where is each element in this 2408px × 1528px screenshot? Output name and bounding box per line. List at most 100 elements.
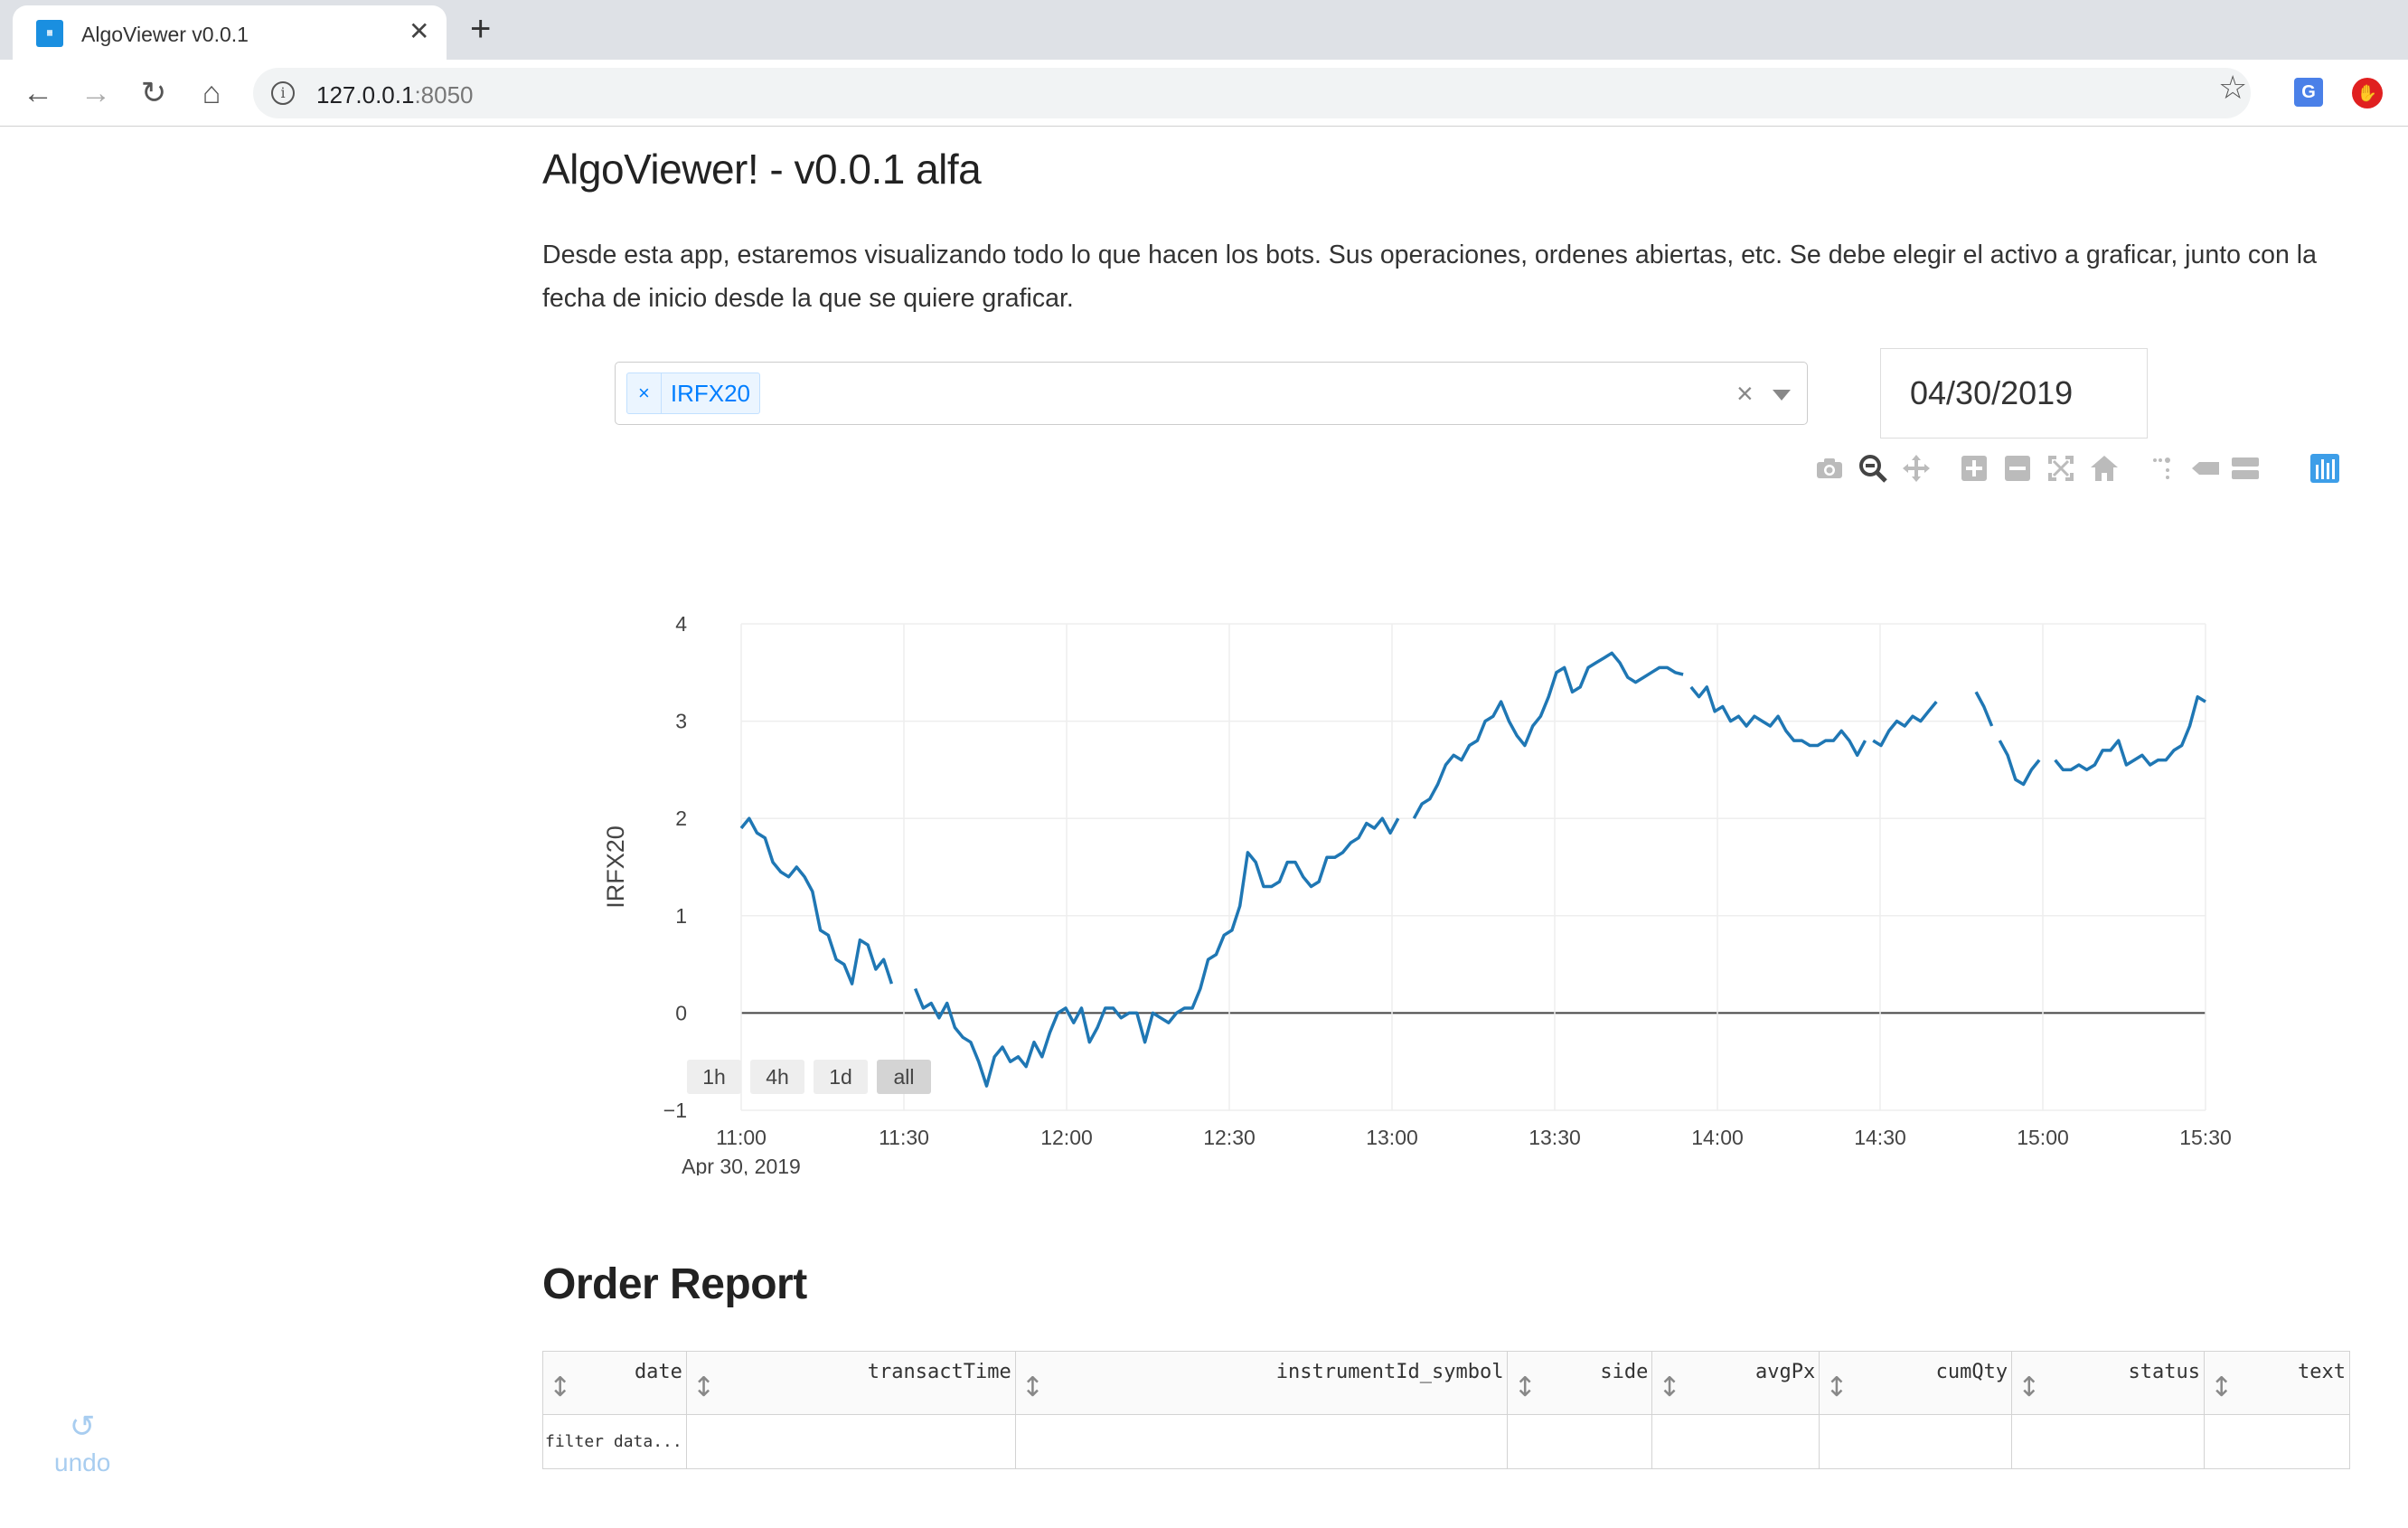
plotly-logo-icon[interactable] bbox=[2309, 452, 2341, 485]
url-text: 127.0.0.1:8050 bbox=[316, 81, 474, 108]
start-date-picker[interactable]: 04/30/2019 bbox=[1880, 348, 2148, 439]
reload-icon[interactable]: ↻ bbox=[140, 76, 167, 110]
new-tab-icon[interactable]: + bbox=[470, 9, 492, 49]
range-button-label[interactable]: 1h bbox=[702, 1065, 726, 1089]
camera-icon[interactable] bbox=[1813, 452, 1846, 485]
range-button-label[interactable]: 4h bbox=[766, 1065, 789, 1089]
zoom-out-icon[interactable] bbox=[2001, 452, 2034, 485]
zoom-in-icon[interactable] bbox=[1958, 452, 1990, 485]
app-favicon-icon: ▦ bbox=[36, 20, 63, 47]
order-report-table: ↕ date ↕ transactTime ↕ instrumentId_symbol… bbox=[542, 1351, 2350, 1469]
undo-icon: ↺ bbox=[69, 1410, 96, 1444]
y-tick-label: 2 bbox=[675, 806, 687, 830]
site-info-icon[interactable]: i bbox=[271, 81, 295, 105]
close-tab-icon[interactable]: ✕ bbox=[409, 17, 430, 45]
range-button-all[interactable]: all bbox=[877, 1060, 931, 1094]
bookmark-star-icon[interactable]: ☆ bbox=[2218, 69, 2248, 106]
column-header-status[interactable]: ↕ status bbox=[2011, 1351, 2206, 1415]
remove-chip-icon[interactable]: × bbox=[627, 373, 662, 413]
series-line-segment bbox=[1689, 685, 1867, 758]
y-axis-title: IRFX20 bbox=[602, 825, 629, 909]
sort-icon[interactable]: ↕ bbox=[2018, 1372, 2041, 1403]
y-tick-label: 3 bbox=[675, 710, 687, 733]
column-header-side[interactable]: ↕ side bbox=[1507, 1351, 1653, 1415]
hover-compare-icon[interactable] bbox=[2229, 452, 2262, 485]
series-line-segment bbox=[2054, 694, 2206, 772]
series-line-segment bbox=[1974, 691, 1994, 727]
column-header-avgpx[interactable]: ↕ avgPx bbox=[1651, 1351, 1820, 1415]
x-tick-label: 12:00 bbox=[1040, 1126, 1093, 1149]
undo-label: undo bbox=[54, 1448, 111, 1476]
column-header-cumqty[interactable]: ↕ cumQty bbox=[1819, 1351, 2013, 1415]
adblock-extension-icon[interactable]: ✋ bbox=[2352, 78, 2383, 108]
series-line-segment bbox=[739, 816, 894, 986]
x-tick-label: 13:00 bbox=[1366, 1126, 1418, 1149]
sort-icon[interactable]: ↕ bbox=[2210, 1372, 2234, 1403]
series-line-segment bbox=[913, 816, 1400, 1088]
x-tick-label: 11:30 bbox=[879, 1126, 929, 1149]
range-button-label[interactable]: 1d bbox=[829, 1065, 852, 1089]
dropdown-arrow-icon[interactable] bbox=[1773, 390, 1791, 401]
y-tick-label: 0 bbox=[675, 1001, 687, 1024]
back-arrow-icon[interactable]: ← bbox=[23, 76, 53, 110]
filter-cell-instrument-symbol[interactable] bbox=[1014, 1414, 1509, 1469]
spike-lines-icon[interactable] bbox=[2146, 452, 2178, 485]
filter-cell-transacttime[interactable] bbox=[685, 1414, 1016, 1469]
range-button-1h[interactable]: 1h bbox=[687, 1060, 741, 1094]
range-button-4h[interactable]: 4h bbox=[750, 1060, 804, 1094]
autoscale-icon[interactable] bbox=[2045, 452, 2077, 485]
filter-cell-side[interactable] bbox=[1507, 1414, 1653, 1469]
pan-icon[interactable] bbox=[1900, 452, 1933, 485]
forward-arrow-icon[interactable]: → bbox=[80, 76, 111, 110]
sort-icon[interactable]: ↕ bbox=[691, 1372, 716, 1403]
intro-paragraph: Desde esta app, estaremos visualizando t… bbox=[542, 241, 2317, 313]
price-line-chart[interactable]: 4 3 2 1 0 −1 11:00 11:30 12:00 12:30 13:00 13:30 14:… bbox=[560, 579, 2278, 1175]
series-line-segment bbox=[1412, 651, 1684, 820]
clear-selection-icon[interactable]: × bbox=[1736, 377, 1754, 410]
range-button-bg[interactable] bbox=[814, 1060, 868, 1094]
sort-icon[interactable]: ↕ bbox=[1021, 1372, 1044, 1403]
range-button-1d[interactable]: 1d bbox=[814, 1060, 868, 1094]
x-tick-label: 14:30 bbox=[1854, 1126, 1906, 1149]
filter-cell-avgpx[interactable] bbox=[1651, 1414, 1820, 1469]
filter-cell-date[interactable]: filter data... bbox=[542, 1414, 687, 1469]
range-button-label[interactable]: all bbox=[893, 1065, 914, 1089]
sort-icon[interactable]: ↕ bbox=[1658, 1372, 1681, 1403]
series-line-segment bbox=[1998, 740, 2041, 787]
filter-cell-cumqty[interactable] bbox=[1819, 1414, 2013, 1469]
range-button-bg[interactable] bbox=[877, 1060, 931, 1094]
x-tick-label: 11:00 bbox=[716, 1126, 767, 1149]
filter-row: filter data... bbox=[542, 1414, 2350, 1469]
zoom-icon[interactable] bbox=[1857, 452, 1889, 485]
column-header-date[interactable]: ↕ date bbox=[542, 1351, 687, 1415]
browser-tab-strip: ▦ AlgoViewer v0.0.1 ✕ + bbox=[0, 0, 2408, 60]
browser-toolbar: ← → ↻ ⌂ i 127.0.0.1:8050 ☆ G ✋ bbox=[0, 60, 2408, 127]
sort-icon[interactable]: ↕ bbox=[1825, 1372, 1848, 1403]
sort-icon[interactable]: ↕ bbox=[549, 1372, 572, 1403]
undo-button[interactable]: ↺ undo bbox=[54, 1410, 110, 1477]
order-report-title: Order Report bbox=[542, 1260, 807, 1308]
column-header-instrument-symbol[interactable]: ↕ instrumentId_symbol bbox=[1014, 1351, 1509, 1415]
reset-axes-icon[interactable] bbox=[2088, 452, 2121, 485]
sort-icon[interactable]: ↕ bbox=[1513, 1372, 1537, 1403]
selected-asset-label: IRFX20 bbox=[670, 380, 751, 407]
x-tick-label: 15:30 bbox=[2179, 1126, 2232, 1149]
translate-extension-icon[interactable]: G bbox=[2294, 78, 2323, 107]
x-tick-label: 14:00 bbox=[1691, 1126, 1744, 1149]
address-bar[interactable]: i 127.0.0.1:8050 bbox=[253, 68, 2251, 118]
browser-tab[interactable]: ▦ AlgoViewer v0.0.1 ✕ bbox=[13, 5, 447, 60]
range-button-bg[interactable] bbox=[687, 1060, 741, 1094]
hover-closest-icon[interactable] bbox=[2189, 452, 2222, 485]
filter-cell-text[interactable] bbox=[2204, 1414, 2350, 1469]
home-icon[interactable]: ⌂ bbox=[202, 76, 221, 110]
range-button-bg[interactable] bbox=[750, 1060, 804, 1094]
column-header-text[interactable]: ↕ text bbox=[2204, 1351, 2350, 1415]
tab-title: AlgoViewer v0.0.1 bbox=[81, 23, 249, 46]
asset-dropdown[interactable]: × IRFX20 × bbox=[615, 362, 1808, 425]
x-tick-label: 12:30 bbox=[1203, 1126, 1256, 1149]
column-header-transacttime[interactable]: ↕ transactTime bbox=[685, 1351, 1016, 1415]
filter-cell-status[interactable] bbox=[2011, 1414, 2206, 1469]
y-tick-label: 1 bbox=[675, 904, 687, 928]
page-title: AlgoViewer! - v0.0.1 alfa bbox=[542, 146, 982, 193]
x-tick-label: 15:00 bbox=[2017, 1126, 2069, 1149]
